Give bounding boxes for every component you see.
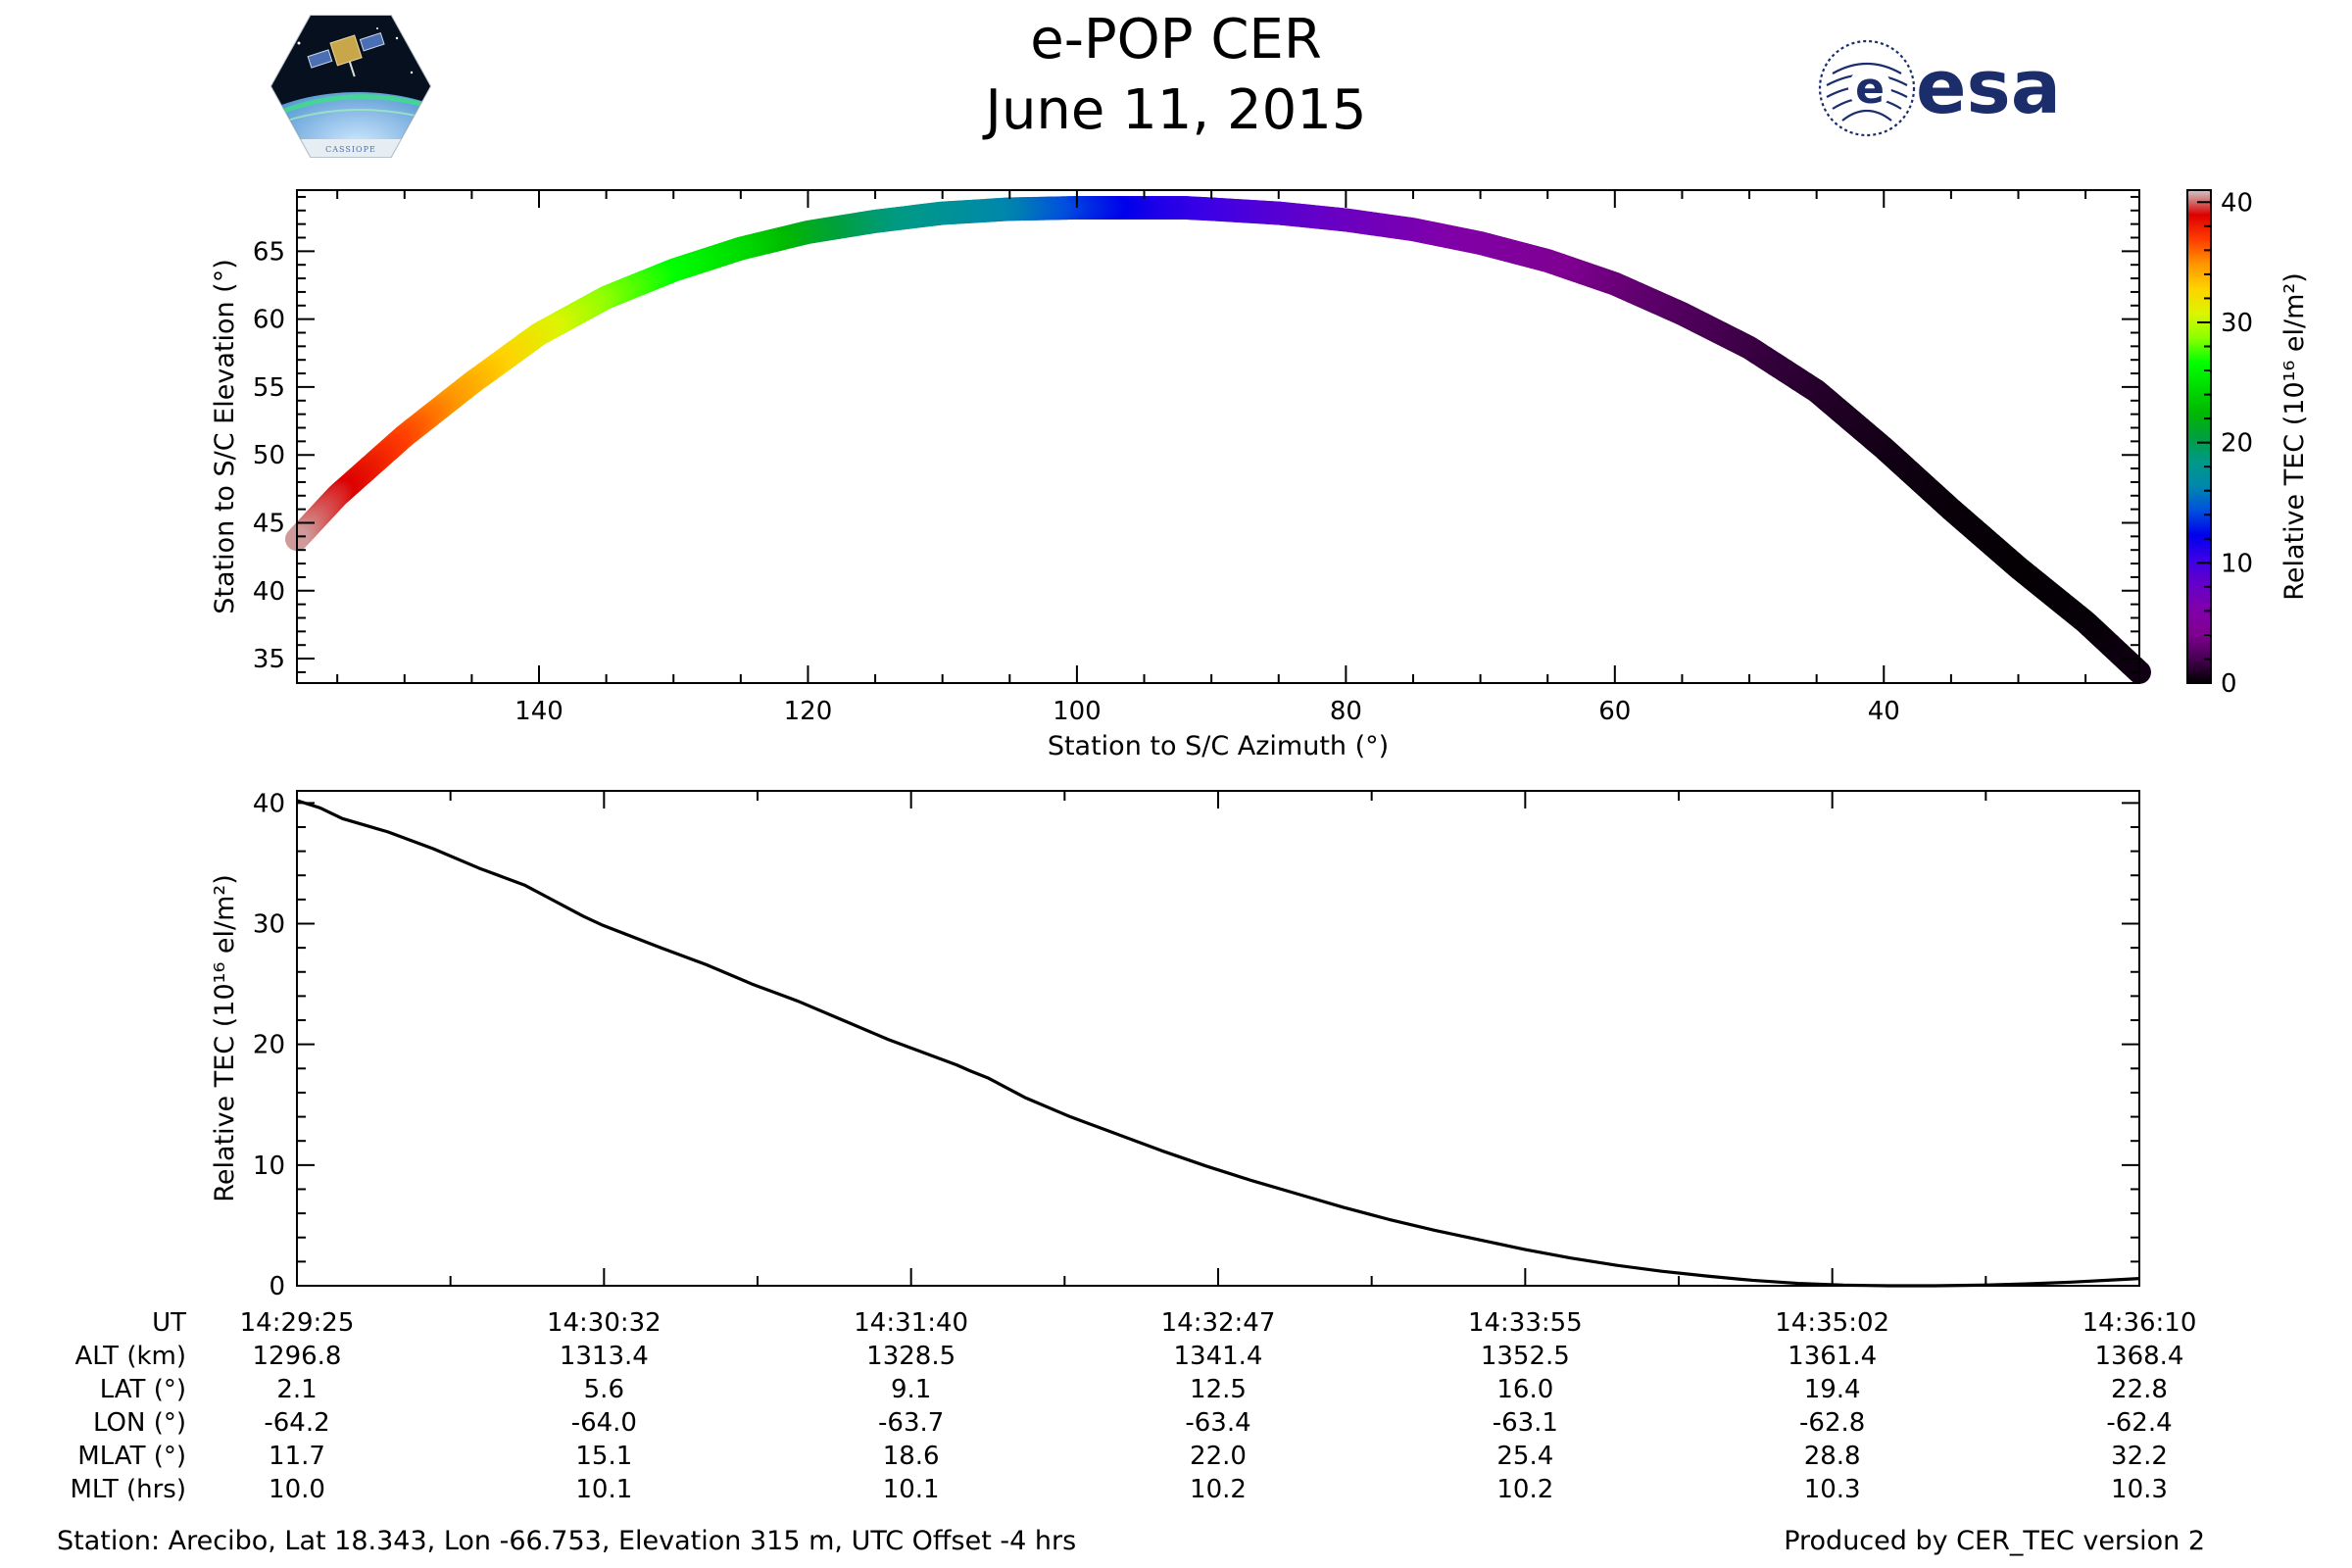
y-tick-label: 55 <box>253 373 285 403</box>
table-cell: 10.3 <box>2111 1475 2168 1504</box>
table-cell: 32.2 <box>2111 1442 2168 1471</box>
table-cell: -63.1 <box>1492 1408 1558 1438</box>
table-cell: 10.2 <box>1496 1475 1554 1504</box>
x-tick-label: 80 <box>1330 697 1362 726</box>
table-cell: -63.7 <box>878 1408 945 1438</box>
x-tick-label: 120 <box>784 697 833 726</box>
table-cell: -64.0 <box>570 1408 637 1438</box>
y-tick-label: 40 <box>253 789 285 818</box>
table-cell: 15.1 <box>575 1442 633 1471</box>
tec-series-line <box>296 799 2140 1288</box>
y-tick-label: 20 <box>253 1031 285 1060</box>
table-cell: 1352.5 <box>1480 1342 1570 1371</box>
y-tick-label: 10 <box>253 1152 285 1181</box>
table-cell: 10.0 <box>269 1475 325 1504</box>
y-tick-label: 50 <box>253 441 285 470</box>
x-tick-label: 40 <box>1868 697 1900 726</box>
station-info: Station: Arecibo, Lat 18.343, Lon -66.75… <box>57 1526 1077 1556</box>
elevation-trace <box>285 196 2151 684</box>
chart-title: e-POP CER <box>1030 8 1322 72</box>
table-cell: 1368.4 <box>2094 1342 2184 1371</box>
table-cell: 1328.5 <box>866 1342 956 1371</box>
table-cell: 14:35:02 <box>1775 1308 1890 1338</box>
tec-colorbar: 0 10 20 30 40 Relative TEC (10¹⁶ el/m²) <box>2186 188 2310 699</box>
x-tick-label: 140 <box>514 697 564 726</box>
table-cell: 14:32:47 <box>1160 1308 1276 1338</box>
table-cell: 9.1 <box>890 1375 932 1404</box>
colorbar-tick-label: 10 <box>2221 549 2253 578</box>
table-cell: 14:31:40 <box>854 1308 969 1338</box>
chart-date: June 11, 2015 <box>985 78 1367 142</box>
table-row-label: MLAT (°) <box>77 1442 186 1471</box>
y-tick-label: 35 <box>253 645 285 674</box>
table-cell: 1361.4 <box>1788 1342 1878 1371</box>
y-axis-label: Relative TEC (10¹⁶ el/m²) <box>210 874 240 1201</box>
cassiope-logo-text: CASSIOPE <box>325 145 376 154</box>
table-cell: 16.0 <box>1496 1375 1554 1404</box>
y-tick-label: 60 <box>253 306 285 335</box>
colorbar-bar <box>2186 189 2212 684</box>
y-tick-label: 40 <box>253 577 285 607</box>
table-cell: -63.4 <box>1185 1408 1251 1438</box>
table-row-label: UT <box>152 1308 186 1338</box>
table-row-label: ALT (km) <box>74 1342 186 1371</box>
y-axis-label: Station to S/C Elevation (°) <box>210 259 240 614</box>
plot-frame <box>296 189 2140 684</box>
table-cell: 28.8 <box>1803 1442 1861 1471</box>
table-cell: 19.4 <box>1803 1375 1861 1404</box>
table-row-label: LON (°) <box>92 1408 186 1438</box>
x-tick-label: 100 <box>1053 697 1102 726</box>
y-tick-label: 45 <box>253 509 285 538</box>
table-cell: 2.1 <box>276 1375 318 1404</box>
table-cell: 12.5 <box>1190 1375 1247 1404</box>
colorbar-tick-label: 20 <box>2221 429 2253 459</box>
table-cell: 18.6 <box>882 1442 940 1471</box>
colorbar-tick-label: 0 <box>2221 669 2237 699</box>
plot-frame <box>296 790 2140 1287</box>
table-cell: 10.3 <box>1803 1475 1861 1504</box>
colorbar-label: Relative TEC (10¹⁶ el/m²) <box>2279 272 2310 600</box>
table-cell: 22.0 <box>1190 1442 1247 1471</box>
y-tick-label: 30 <box>253 909 285 939</box>
table-cell: -64.2 <box>264 1408 330 1438</box>
table-cell: 14:30:32 <box>546 1308 662 1338</box>
table-cell: 1341.4 <box>1173 1342 1263 1371</box>
table-cell: 14:29:25 <box>239 1308 355 1338</box>
svg-text:e: e <box>1855 64 1885 114</box>
table-cell: 5.6 <box>583 1375 624 1404</box>
x-tick-label: 60 <box>1598 697 1631 726</box>
table-cell: 14:36:10 <box>2082 1308 2197 1338</box>
tec-time-plot: 0 10 20 30 40 Relative TEC (10¹⁶ el/m²) <box>210 789 2140 1301</box>
table-cell: 14:33:55 <box>1467 1308 1583 1338</box>
colorbar-tick-label: 30 <box>2221 309 2253 338</box>
table-cell: 1296.8 <box>252 1342 342 1371</box>
produced-by: Produced by CER_TEC version 2 <box>1784 1526 2205 1556</box>
table-cell: 10.1 <box>575 1475 633 1504</box>
esa-logo-text: esa <box>1916 43 2061 130</box>
table-cell: 10.2 <box>1190 1475 1247 1504</box>
table-cell: 25.4 <box>1496 1442 1554 1471</box>
table-cell: 22.8 <box>2111 1375 2168 1404</box>
colorbar-tick-label: 40 <box>2221 188 2253 218</box>
table-cell: 11.7 <box>269 1442 325 1471</box>
y-tick-label: 0 <box>269 1272 285 1301</box>
ephemeris-table: UT 14:29:25 14:30:32 14:31:40 14:32:47 14:33:… <box>0 1306 2352 1522</box>
table-cell: 1313.4 <box>559 1342 649 1371</box>
x-axis-label: Station to S/C Azimuth (°) <box>1048 731 1389 761</box>
table-cell: 10.1 <box>882 1475 940 1504</box>
elevation-azimuth-plot: 140 120 100 80 60 40 35 40 45 50 55 60 65 Station to … <box>210 189 2151 761</box>
table-row-label: MLT (hrs) <box>70 1475 187 1504</box>
table-cell: -62.4 <box>2106 1408 2173 1438</box>
table-row-label: LAT (°) <box>99 1375 186 1404</box>
table-cell: -62.8 <box>1799 1408 1866 1438</box>
y-tick-label: 65 <box>253 237 285 267</box>
cassiope-logo-icon: CASSIOPE <box>270 15 432 158</box>
esa-logo-icon: e esa <box>1818 39 2061 137</box>
